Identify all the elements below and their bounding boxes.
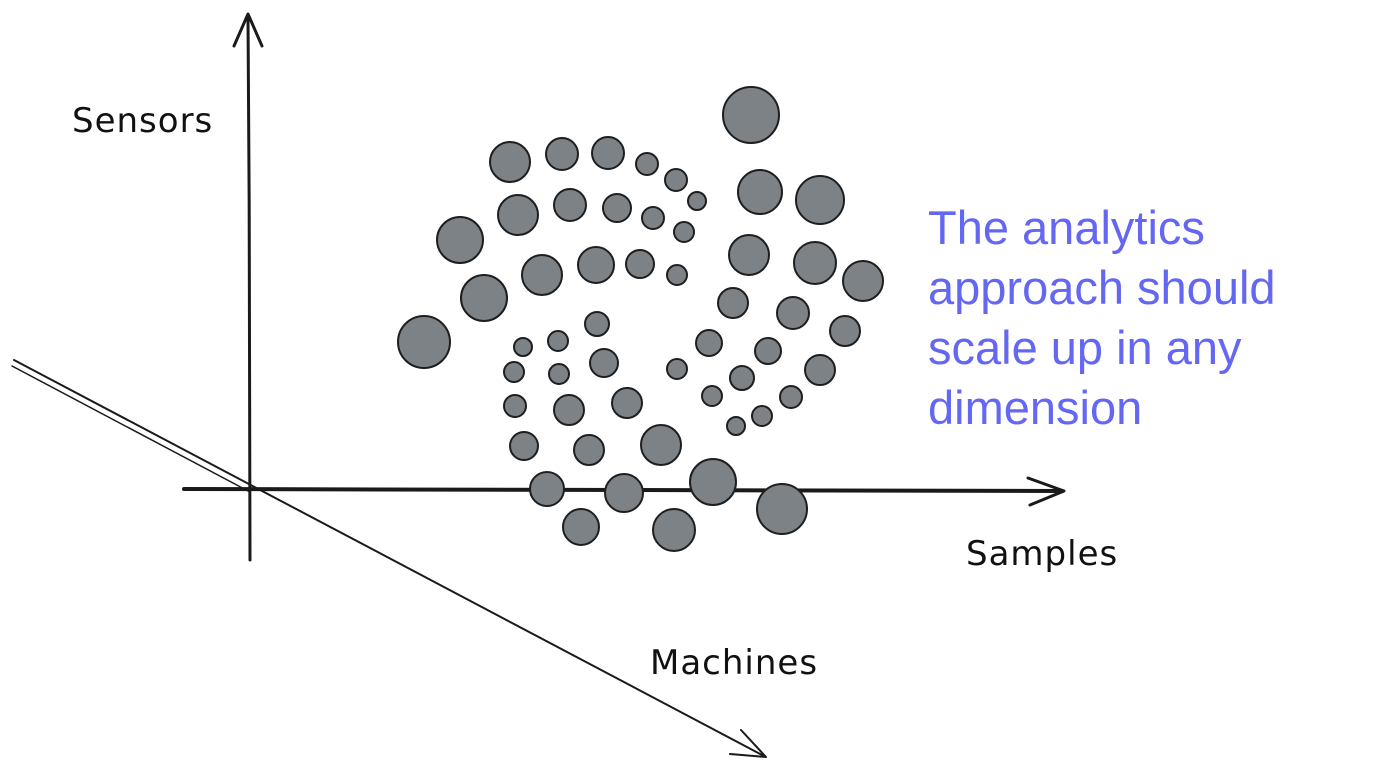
diagonal-axis-arrowhead bbox=[729, 729, 767, 758]
data-point-dot bbox=[664, 168, 688, 192]
data-point-dot bbox=[489, 141, 531, 183]
sensors-axis-label: Sensors bbox=[72, 101, 213, 141]
data-point-dot bbox=[722, 86, 780, 144]
data-point-dot bbox=[635, 152, 659, 176]
data-point-dot bbox=[553, 394, 585, 426]
data-point-dot bbox=[548, 363, 570, 385]
data-point-dot bbox=[717, 287, 749, 319]
data-point-dot bbox=[666, 264, 688, 286]
callout-text: The analytics approach should scale up i… bbox=[928, 198, 1368, 438]
data-point-dot bbox=[673, 221, 695, 243]
data-point-dot bbox=[503, 361, 525, 383]
data-point-dot bbox=[729, 365, 755, 391]
data-point-dot bbox=[562, 508, 600, 546]
data-point-dot bbox=[625, 249, 655, 279]
data-point-dot bbox=[689, 458, 737, 506]
data-point-dot bbox=[602, 193, 632, 223]
data-point-dot bbox=[756, 483, 808, 535]
data-point-dot bbox=[436, 216, 484, 264]
callout-line: approach should bbox=[928, 261, 1276, 314]
data-point-dot bbox=[793, 241, 837, 285]
diagonal-axis-line-overlap bbox=[11, 365, 251, 493]
data-point-dot bbox=[577, 246, 615, 284]
samples-axis-label: Samples bbox=[966, 534, 1118, 574]
data-point-dot bbox=[611, 387, 643, 419]
data-point-dot bbox=[776, 296, 810, 330]
data-point-dot bbox=[573, 434, 605, 466]
data-point-dot bbox=[701, 385, 723, 407]
callout-line: dimension bbox=[928, 381, 1143, 434]
data-point-dot bbox=[829, 315, 861, 347]
data-point-dot bbox=[604, 473, 644, 513]
data-point-dot bbox=[695, 329, 723, 357]
data-point-dot bbox=[529, 471, 565, 507]
callout-line: scale up in any bbox=[928, 321, 1242, 374]
data-point-dot bbox=[503, 394, 527, 418]
data-point-dot bbox=[460, 274, 508, 322]
data-point-dot bbox=[842, 260, 884, 302]
data-point-dot bbox=[640, 424, 682, 466]
data-point-dot bbox=[687, 191, 707, 211]
data-point-dot bbox=[804, 354, 836, 386]
data-point-dot bbox=[591, 136, 625, 170]
data-point-cluster bbox=[397, 86, 884, 552]
vertical-axis bbox=[232, 12, 264, 562]
vertical-axis-arrowhead bbox=[232, 12, 264, 48]
data-point-dot bbox=[553, 188, 587, 222]
data-point-dot bbox=[751, 405, 773, 427]
data-point-dot bbox=[509, 431, 539, 461]
data-point-dot bbox=[666, 358, 688, 380]
data-point-dot bbox=[728, 234, 770, 276]
data-point-dot bbox=[754, 337, 782, 365]
data-point-dot bbox=[521, 254, 563, 296]
callout-line: The analytics bbox=[928, 201, 1205, 254]
diagonal-axis bbox=[11, 359, 767, 758]
data-point-dot bbox=[737, 169, 783, 215]
horizontal-axis-arrowhead bbox=[1026, 476, 1066, 507]
data-point-dot bbox=[652, 508, 696, 552]
data-point-dot bbox=[397, 315, 451, 369]
data-point-dot bbox=[584, 311, 610, 337]
data-point-dot bbox=[545, 137, 579, 171]
data-point-dot bbox=[795, 175, 845, 225]
data-point-dot bbox=[547, 330, 569, 352]
data-point-dot bbox=[641, 206, 665, 230]
data-point-dot bbox=[726, 416, 746, 436]
data-point-dot bbox=[779, 385, 803, 409]
data-point-dot bbox=[513, 337, 533, 357]
data-point-dot bbox=[497, 194, 539, 236]
machines-axis-label: Machines bbox=[650, 643, 818, 683]
data-point-dot bbox=[589, 348, 619, 378]
diagonal-axis-line bbox=[13, 359, 765, 757]
vertical-axis-line bbox=[246, 16, 252, 562]
